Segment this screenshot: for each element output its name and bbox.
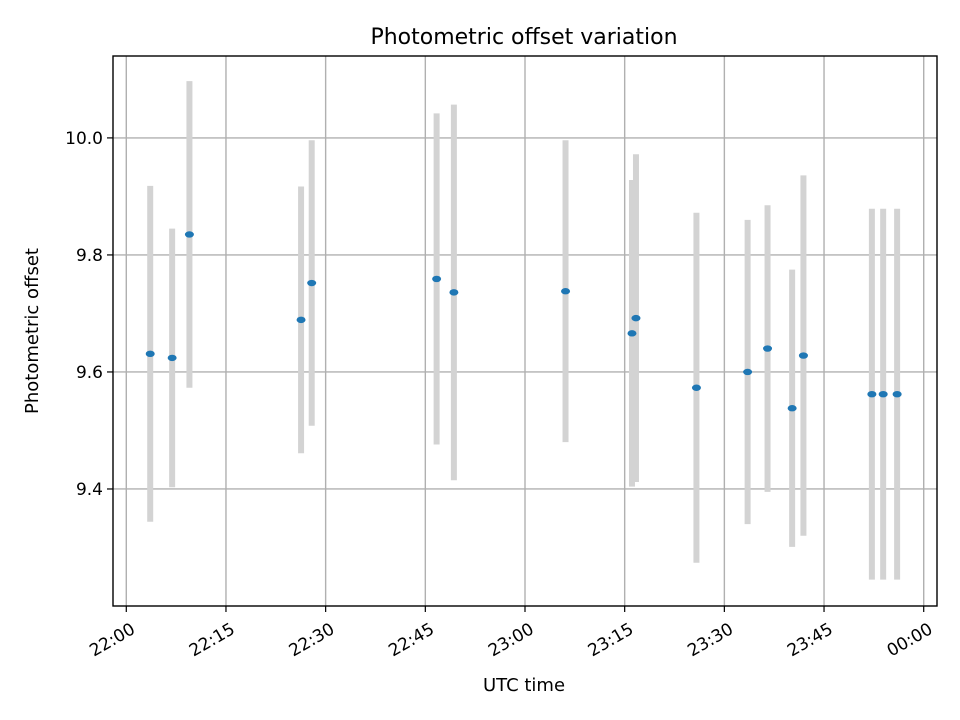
data-point bbox=[763, 345, 773, 352]
data-point bbox=[787, 405, 797, 412]
chart-title: Photometric offset variation bbox=[370, 25, 677, 50]
y-axis-label: Photometric offset bbox=[22, 248, 43, 414]
data-point bbox=[561, 288, 571, 295]
x-tick-label: 00:00 bbox=[884, 619, 936, 661]
x-tick-label: 23:45 bbox=[784, 619, 836, 661]
data-point bbox=[798, 352, 808, 359]
x-tick-label: 23:00 bbox=[485, 619, 537, 661]
x-axis-label: UTC time bbox=[483, 675, 565, 696]
data-point bbox=[449, 289, 459, 296]
x-tick-label: 22:45 bbox=[385, 619, 437, 661]
data-point bbox=[167, 354, 177, 362]
plot-frame bbox=[112, 55, 938, 607]
data-point bbox=[631, 314, 641, 322]
y-tick-label: 10.0 bbox=[65, 129, 103, 149]
data-points bbox=[145, 231, 902, 412]
x-tick-label: 22:15 bbox=[186, 619, 238, 661]
data-point bbox=[296, 316, 306, 324]
data-point bbox=[892, 390, 902, 398]
data-point bbox=[743, 368, 753, 376]
data-point bbox=[691, 384, 701, 391]
data-point bbox=[432, 275, 442, 283]
data-point bbox=[867, 390, 877, 398]
y-tick-label: 9.4 bbox=[76, 480, 103, 500]
x-tick-label: 23:15 bbox=[585, 619, 637, 661]
data-point bbox=[145, 350, 155, 358]
x-tick-label: 23:30 bbox=[684, 619, 736, 661]
grid-lines bbox=[113, 56, 937, 606]
y-tick-label: 9.8 bbox=[76, 246, 103, 266]
y-tick-label: 9.6 bbox=[76, 363, 103, 383]
x-tick-label: 22:30 bbox=[286, 619, 338, 661]
data-point bbox=[307, 279, 317, 287]
error-bars bbox=[147, 81, 901, 580]
data-point bbox=[184, 231, 194, 238]
data-point bbox=[878, 390, 888, 398]
data-point bbox=[627, 330, 637, 337]
x-tick-label: 22:00 bbox=[86, 619, 138, 661]
